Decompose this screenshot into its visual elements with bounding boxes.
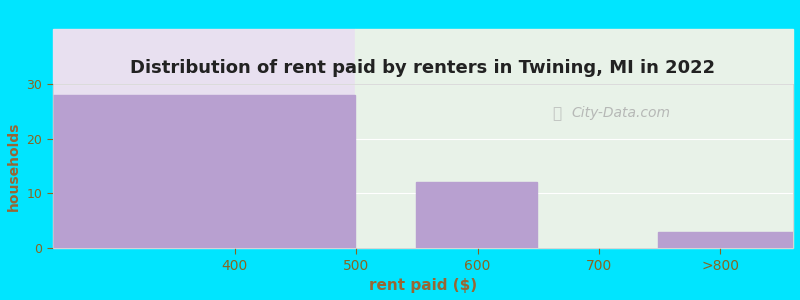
- Bar: [416, 182, 537, 248]
- Bar: [53, 29, 355, 248]
- Bar: [53, 95, 355, 248]
- Text: ⓒ: ⓒ: [553, 106, 562, 121]
- Bar: [658, 232, 793, 248]
- Bar: [355, 29, 793, 248]
- X-axis label: rent paid ($): rent paid ($): [369, 278, 477, 293]
- Text: City-Data.com: City-Data.com: [571, 106, 670, 121]
- Y-axis label: households: households: [7, 121, 21, 211]
- Title: Distribution of rent paid by renters in Twining, MI in 2022: Distribution of rent paid by renters in …: [130, 59, 715, 77]
